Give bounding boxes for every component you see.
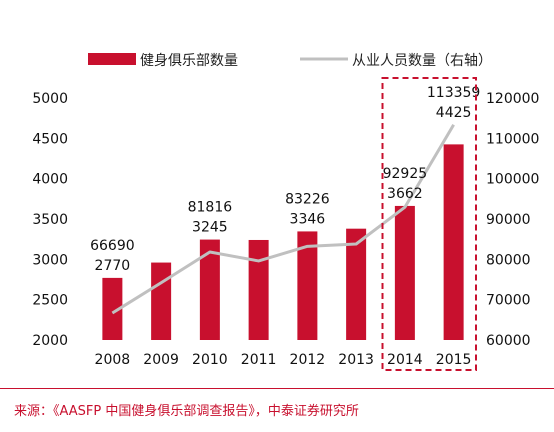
source-note: 来源：《AASFP 中国健身俱乐部调查报告》，中泰证券研究所 xyxy=(14,404,359,419)
bar-label-2008: 2770 xyxy=(95,258,131,274)
left-tick-label: 3000 xyxy=(32,252,68,268)
left-tick-label: 5000 xyxy=(32,91,68,107)
bar-2010 xyxy=(199,239,220,340)
left-tick-label: 4500 xyxy=(32,131,68,147)
right-tick-label: 70000 xyxy=(486,293,531,309)
highlight-box xyxy=(381,77,477,371)
bar-label-2010: 3245 xyxy=(192,220,228,236)
bar-2013 xyxy=(346,228,367,340)
bar-2012 xyxy=(297,231,318,340)
x-tick-2009: 2009 xyxy=(143,352,179,368)
x-axis-ticks: 2008 2009 2010 2011 2012 2013 2014 2015 xyxy=(95,352,472,368)
bar-label-2012: 3346 xyxy=(290,211,326,227)
x-tick-2011: 2011 xyxy=(241,352,277,368)
right-tick-label: 90000 xyxy=(486,212,531,228)
bar-2014 xyxy=(394,205,415,340)
legend-line-label: 从业人员数量（右轴） xyxy=(352,53,492,69)
x-tick-2015: 2015 xyxy=(436,352,472,368)
bar-2015 xyxy=(443,144,464,340)
line-label-2008: 66690 xyxy=(90,238,135,254)
x-tick-2014: 2014 xyxy=(387,352,423,368)
bar-label-2015: 4425 xyxy=(436,105,472,121)
bars xyxy=(102,144,464,340)
line-label-2014: 92925 xyxy=(383,166,428,182)
right-tick-label: 110000 xyxy=(486,131,539,147)
employee-line xyxy=(111,124,455,315)
legend-bar-label: 健身俱乐部数量 xyxy=(140,53,238,69)
left-axis-ticks: 2000 2500 3000 3500 4000 4500 5000 xyxy=(32,91,68,349)
right-tick-label: 100000 xyxy=(486,172,539,188)
left-tick-label: 4000 xyxy=(32,172,68,188)
left-tick-label: 2000 xyxy=(32,333,68,349)
right-tick-label: 60000 xyxy=(486,333,531,349)
x-tick-2010: 2010 xyxy=(192,352,228,368)
data-labels: 2770 66690 3245 81816 3346 83226 3662 92925 4425… xyxy=(90,85,480,274)
bar-2011 xyxy=(248,239,269,340)
right-tick-label: 80000 xyxy=(486,252,531,268)
chart: 健身俱乐部数量 从业人员数量（右轴） 2000 2500 3000 3500 4000 4… xyxy=(32,53,539,371)
bar-label-2014: 3662 xyxy=(387,186,423,202)
x-tick-2008: 2008 xyxy=(95,352,131,368)
bar-2008 xyxy=(102,277,123,340)
line-label-2010: 81816 xyxy=(188,200,233,216)
line-series xyxy=(111,124,455,315)
right-tick-label: 120000 xyxy=(486,91,539,107)
x-tick-2012: 2012 xyxy=(290,352,326,368)
line-label-2015: 113359 xyxy=(427,85,480,101)
right-axis-ticks: 60000 70000 80000 90000 100000 110000 120000 xyxy=(486,91,539,349)
left-tick-label: 2500 xyxy=(32,293,68,309)
left-tick-label: 3500 xyxy=(32,212,68,228)
legend-bar-swatch xyxy=(88,53,136,65)
x-tick-2013: 2013 xyxy=(338,352,374,368)
line-label-2012: 83226 xyxy=(285,191,330,207)
bar-2009 xyxy=(151,262,172,340)
source-divider xyxy=(0,388,554,389)
legend: 健身俱乐部数量 从业人员数量（右轴） xyxy=(88,53,492,69)
